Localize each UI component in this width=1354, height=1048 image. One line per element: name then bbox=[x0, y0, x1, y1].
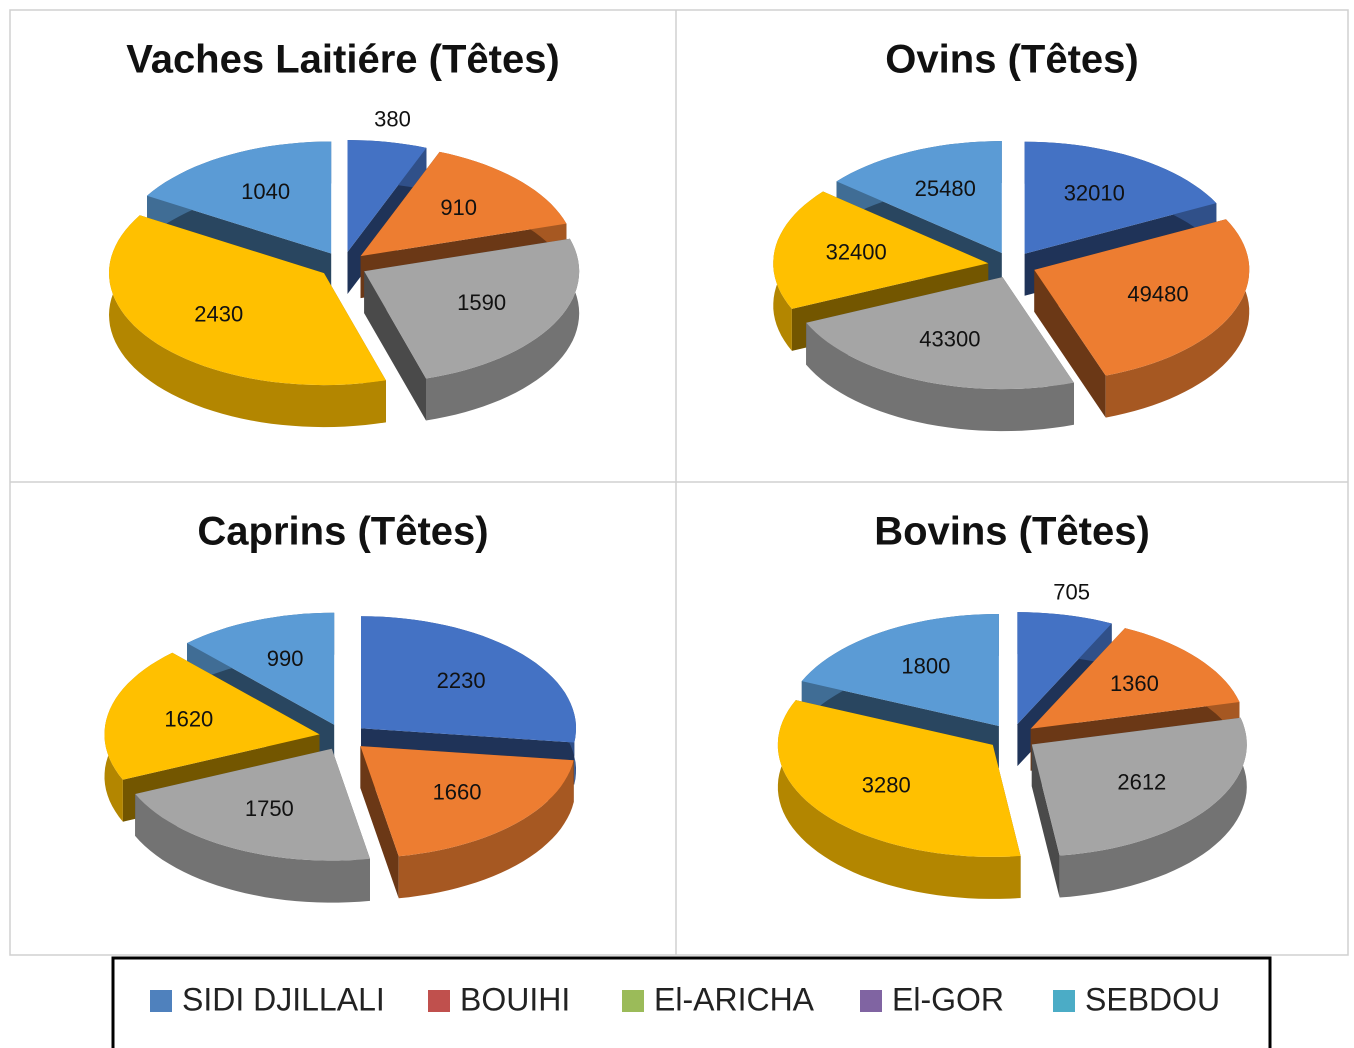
data-label: 990 bbox=[267, 646, 304, 671]
data-label: 3280 bbox=[862, 772, 911, 797]
chart-title: Caprins (Têtes) bbox=[197, 510, 488, 554]
pie-slice bbox=[360, 746, 574, 857]
legend-swatch bbox=[860, 990, 882, 1012]
data-label: 49480 bbox=[1127, 282, 1188, 307]
data-label: 1750 bbox=[245, 796, 294, 821]
pie-slice bbox=[1017, 612, 1112, 725]
pie-slice bbox=[187, 612, 335, 725]
pie-slice bbox=[104, 652, 320, 780]
slice-radial-wall bbox=[364, 271, 426, 421]
slice-outer-wall bbox=[1105, 219, 1250, 418]
chart-title: Bovins (Têtes) bbox=[874, 510, 1150, 554]
legend-swatch bbox=[428, 990, 450, 1012]
pie-slice bbox=[1030, 628, 1240, 729]
legend-label: El-GOR bbox=[892, 981, 1004, 1017]
slice-radial-wall bbox=[360, 746, 399, 899]
slice-outer-wall bbox=[1059, 717, 1247, 898]
pie-slice bbox=[360, 151, 567, 257]
legend-label: BOUIHI bbox=[460, 981, 570, 1017]
data-label: 1660 bbox=[433, 780, 482, 805]
data-label: 1590 bbox=[457, 290, 506, 315]
slice-outer-wall bbox=[806, 322, 1074, 432]
data-label: 32010 bbox=[1064, 180, 1125, 205]
pie-slice bbox=[361, 616, 576, 743]
legend-label: SEBDOU bbox=[1085, 981, 1220, 1017]
data-label: 1040 bbox=[241, 179, 290, 204]
chart-title: Ovins (Têtes) bbox=[885, 38, 1138, 82]
legend-swatch bbox=[150, 990, 172, 1012]
pie-slice bbox=[836, 141, 1002, 253]
slice-outer-wall bbox=[135, 794, 370, 903]
pie-slice bbox=[347, 140, 427, 252]
pie-slice bbox=[364, 238, 580, 379]
pie-slice bbox=[773, 191, 989, 309]
legend-swatch bbox=[622, 990, 644, 1012]
slice-radial-wall bbox=[1031, 744, 1060, 898]
data-label: 910 bbox=[440, 195, 477, 220]
data-label: 1800 bbox=[901, 654, 950, 679]
data-label: 2230 bbox=[437, 668, 486, 693]
legend-swatch bbox=[1053, 990, 1075, 1012]
slice-outer-wall bbox=[398, 760, 574, 899]
data-label: 1620 bbox=[164, 706, 213, 731]
pie-slice bbox=[1024, 141, 1217, 254]
legend-label: SIDI DJILLALI bbox=[182, 981, 385, 1017]
pie-slice bbox=[801, 614, 999, 726]
data-label: 2430 bbox=[194, 302, 243, 327]
slice-outer-wall bbox=[426, 238, 580, 421]
data-label: 705 bbox=[1053, 580, 1090, 605]
data-label: 43300 bbox=[919, 327, 980, 352]
pie-slice bbox=[135, 748, 370, 861]
pie-slice bbox=[1031, 717, 1247, 856]
slice-outer-wall bbox=[777, 700, 1021, 899]
pie-slice bbox=[1034, 219, 1250, 376]
pie-slice bbox=[777, 700, 1021, 857]
data-label: 1360 bbox=[1110, 671, 1159, 696]
data-label: 25480 bbox=[915, 176, 976, 201]
pie-slice bbox=[806, 277, 1074, 390]
slice-radial-wall bbox=[1034, 269, 1106, 418]
legend-label: El-ARICHA bbox=[654, 981, 815, 1017]
data-label: 380 bbox=[374, 107, 411, 132]
data-label: 2612 bbox=[1117, 769, 1166, 794]
legend-box bbox=[111, 956, 1272, 1048]
pie-slice bbox=[147, 141, 332, 254]
chart-title: Vaches Laitiére (Têtes) bbox=[126, 38, 560, 82]
pie-slice bbox=[109, 215, 386, 386]
slice-outer-wall bbox=[109, 215, 386, 428]
data-label: 32400 bbox=[826, 240, 887, 265]
